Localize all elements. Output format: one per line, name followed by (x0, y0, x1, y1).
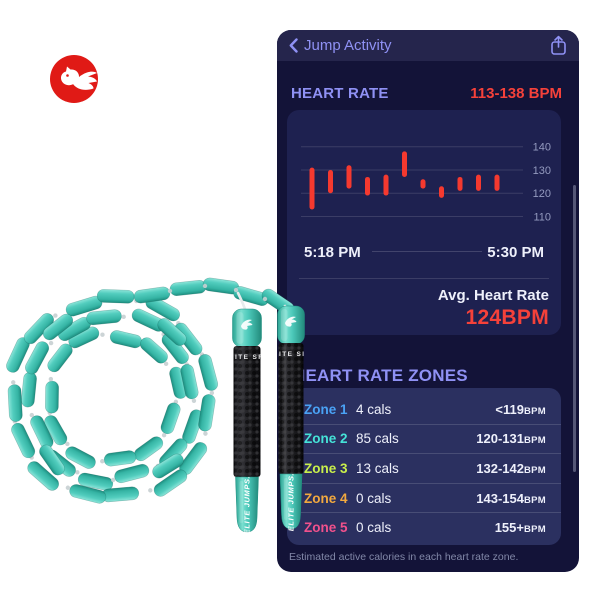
heart-rate-chart-card: 140 130 120 110 5:18 PM 5:30 PM Avg. Heart … (287, 110, 561, 335)
elite-jumps-logo (50, 55, 98, 103)
zone-name: Zone 4 (304, 490, 348, 506)
zones-footnote: Estimated active calories in each heart … (289, 551, 519, 563)
time-axis-line (372, 251, 482, 252)
zone-bpm-unit: BPM (523, 405, 546, 417)
heart-rate-header: HEART RATE 113-138 BPM (291, 85, 562, 102)
zone-row: Zone 3 13 cals 132-142 BPM (287, 453, 561, 483)
heart-rate-title: HEART RATE (291, 85, 389, 102)
heart-rate-bar (476, 174, 481, 191)
heart-rate-bar (457, 176, 463, 191)
pegasus-wing-icon (73, 71, 97, 90)
zone-name: Zone 3 (304, 460, 348, 476)
grip-brand-text: ELITE SRS (224, 354, 270, 361)
zone-name: Zone 5 (304, 520, 348, 536)
avg-heart-rate-block: Avg. Heart Rate 124BPM (438, 287, 549, 330)
y-axis-tick: 130 (533, 165, 551, 177)
heart-rate-bar (383, 174, 389, 196)
zone-bpm-value: <119 (495, 401, 524, 417)
zone-calories: 13 cals (356, 460, 399, 476)
zone-calories: 85 cals (356, 431, 399, 447)
scrollbar[interactable] (573, 185, 576, 472)
rope-handle-left: ELITE SRS ELITE JUMPS. (224, 291, 270, 534)
zone-bpm-value: 155+ (494, 520, 524, 536)
chart-time-axis: 5:18 PM 5:30 PM (304, 244, 544, 261)
zone-bpm-value: 120-131 (476, 431, 524, 447)
rope-coil (6, 277, 295, 504)
zone-calories: 0 cals (356, 490, 392, 506)
zone-row: Zone 5 0 cals 155+ BPM (287, 512, 561, 542)
zone-bpm-range: <119 BPM (495, 402, 546, 417)
jump-activity-panel: Jump Activity HEART RATE 113-138 BPM 140… (277, 30, 579, 572)
y-axis-tick: 120 (533, 188, 551, 200)
back-chevron-icon (289, 38, 298, 53)
heart-rate-bar (346, 165, 352, 189)
y-axis-tick: 110 (533, 211, 551, 223)
heart-rate-bar (365, 176, 370, 196)
heart-rate-zones-title: HEART RATE ZONES (293, 366, 468, 385)
zone-row: Zone 2 85 cals 120-131 BPM (287, 423, 561, 454)
zone-bpm-range: 155+ BPM (495, 520, 546, 535)
heart-rate-bar (402, 151, 407, 177)
back-button[interactable]: Jump Activity (289, 37, 392, 54)
zone-bpm-unit: BPM (523, 435, 546, 447)
heart-rate-bar (328, 169, 333, 194)
handle-logo-icon (241, 319, 253, 330)
zone-bpm-unit: BPM (523, 494, 546, 506)
heart-rate-chart[interactable]: 140 130 120 110 (287, 124, 561, 244)
avg-heart-rate-value: 124BPM (465, 306, 549, 329)
zone-bpm-range: 132-142 BPM (476, 461, 546, 476)
heart-rate-bar (494, 174, 500, 191)
pegasus-head-icon (61, 66, 80, 86)
chart-start-time: 5:18 PM (304, 244, 361, 261)
y-axis-tick: 140 (533, 141, 551, 153)
zone-bpm-value: 143-154 (476, 490, 524, 506)
nav-bar: Jump Activity (277, 30, 579, 61)
heart-rate-range-badge: 113-138 BPM (470, 85, 562, 102)
nav-title: Jump Activity (304, 37, 392, 54)
card-divider (299, 278, 549, 279)
zone-row: Zone 4 0 cals 143-154 BPM (287, 482, 561, 513)
zone-bpm-unit: BPM (523, 464, 546, 476)
heart-rate-bar (439, 186, 444, 198)
pegasus-eye (66, 74, 69, 77)
share-button[interactable] (550, 35, 567, 56)
zone-bpm-unit: BPM (523, 524, 546, 536)
heart-rate-bar (309, 167, 315, 210)
zone-row: Zone 1 4 cals <119 BPM (287, 395, 561, 424)
share-icon (551, 35, 566, 55)
zone-name: Zone 2 (304, 431, 348, 447)
zone-calories: 4 cals (356, 401, 392, 417)
zone-calories: 0 cals (356, 520, 392, 536)
zone-bpm-range: 143-154 BPM (476, 491, 546, 506)
avg-heart-rate-label: Avg. Heart Rate (437, 287, 549, 304)
heart-rate-bar (420, 179, 426, 189)
zone-bpm-range: 120-131 BPM (476, 431, 546, 446)
zone-bpm-value: 132-142 (476, 460, 524, 476)
tip-brand-text: ELITE JUMPS. (243, 476, 252, 534)
zone-name: Zone 1 (304, 401, 348, 417)
chart-end-time: 5:30 PM (487, 244, 544, 261)
